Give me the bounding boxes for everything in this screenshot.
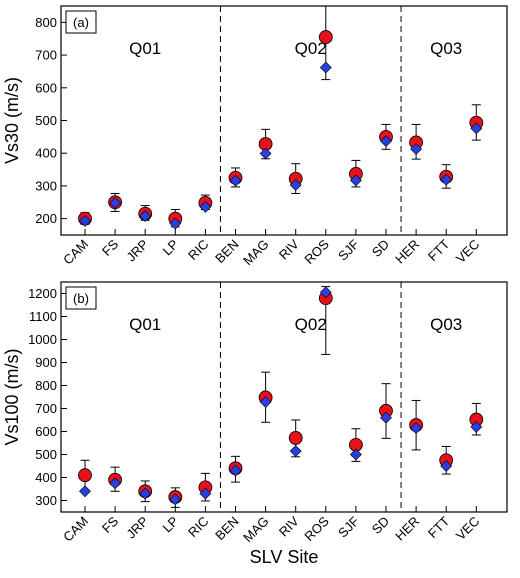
panel-tag: (a)	[73, 15, 89, 30]
data-layer	[78, 6, 484, 230]
y-tick-label: 500	[35, 113, 57, 128]
x-category-label-sjf: SJF	[335, 513, 362, 540]
diamond-point-mag	[259, 147, 272, 160]
diamond-point-cam	[79, 485, 91, 498]
diamond-point-sd	[380, 135, 392, 148]
x-category-label-cam: CAM	[60, 237, 91, 268]
y-tick-label: 800	[35, 378, 57, 393]
x-category-label-ftt: FTT	[425, 236, 452, 263]
diamond-point-jrp	[139, 210, 152, 222]
y-tick-label: 200	[35, 211, 57, 226]
y-tick-label: 1100	[29, 309, 57, 324]
y-tick-label: 300	[35, 178, 57, 193]
x-category-label-vec: VEC	[453, 514, 483, 544]
group-label-q02: Q02	[295, 315, 327, 334]
x-category-label-ric: RIC	[185, 514, 211, 540]
x-category-label-sd: SD	[369, 514, 392, 537]
diamond-point-cam	[79, 215, 91, 227]
diamond-point-fs	[109, 197, 122, 209]
y-axis-title: Vs30 (m/s)	[2, 77, 22, 164]
x-category-label-ben: BEN	[212, 237, 242, 267]
diamond-point-ftt	[440, 173, 453, 186]
group-label-q03: Q03	[430, 39, 462, 58]
circle-point-riv	[288, 431, 303, 445]
panel-tag: (b)	[73, 291, 89, 306]
group-label-q01: Q01	[129, 315, 161, 334]
group-label-q01: Q01	[129, 39, 161, 58]
y-tick-label: 700	[35, 401, 57, 416]
diamond-point-sd	[380, 411, 392, 424]
circle-point-ros	[318, 30, 333, 44]
x-category-label-lp: LP	[160, 237, 182, 259]
plot-frame	[60, 281, 508, 513]
x-category-label-her: HER	[392, 514, 422, 544]
x-category-label-ftt: FTT	[425, 513, 452, 540]
diamond-point-ftt	[440, 460, 453, 472]
diamond-point-her	[410, 143, 423, 155]
panel-tag-box	[65, 286, 97, 310]
diamond-point-ric	[199, 200, 212, 213]
diamond-point-sjf	[349, 174, 362, 187]
y-tick-label: 300	[35, 493, 57, 508]
x-category-label-jrp: JRP	[123, 514, 151, 542]
circle-point-cam	[78, 468, 92, 483]
diamond-point-riv	[289, 179, 302, 191]
x-category-label-fs: FS	[99, 513, 122, 536]
x-category-label-fs: FS	[99, 236, 122, 259]
panel-a: 200 300 400 500 600 700 800 CAM FS JRP LP RIC BENMAG…	[2, 5, 508, 269]
diamond-point-mag	[259, 396, 272, 408]
group-label-q03: Q03	[430, 315, 462, 334]
diamond-point-fs	[109, 477, 122, 490]
y-axis-title: Vs100 (m/s)	[2, 348, 22, 445]
x-category-label-sd: SD	[369, 237, 392, 260]
x-category-label-vec: VEC	[453, 237, 483, 267]
data-layer	[78, 286, 484, 508]
x-category-label-ric: RIC	[185, 237, 211, 263]
diamond-point-ben	[229, 464, 242, 477]
group-label-q02: Q02	[295, 39, 327, 58]
y-tick-label: 600	[35, 80, 57, 95]
y-tick-label: 1200	[28, 286, 57, 301]
x-category-label-riv: RIV	[276, 513, 302, 539]
x-category-label-mag: MAG	[240, 237, 272, 269]
diamond-point-her	[410, 422, 423, 434]
y-tick-label: 700	[35, 48, 57, 63]
x-category-label-ros: ROS	[301, 236, 332, 267]
y-tick-label: 600	[35, 424, 57, 439]
diamond-point-ben	[229, 174, 242, 187]
panel-tag-box	[65, 10, 97, 34]
y-tick-label: 900	[35, 355, 57, 370]
diamond-point-vec	[470, 122, 483, 135]
diamond-point-jrp	[139, 487, 152, 500]
x-category-label-sjf: SJF	[335, 236, 362, 263]
x-category-label-cam: CAM	[60, 514, 91, 545]
y-tick-label: 400	[35, 470, 57, 485]
panel-b: 300 400 500 600 700 800 900 1000 1100 1200 CAM FS JR…	[2, 281, 508, 567]
x-axis-title: SLV Site	[250, 547, 319, 567]
diamond-point-sjf	[349, 448, 362, 461]
y-tick-label: 500	[35, 447, 57, 462]
y-tick-label: 400	[35, 146, 57, 161]
diamond-point-riv	[289, 445, 302, 457]
y-tick-label: 1000	[28, 332, 57, 347]
x-category-label-ros: ROS	[301, 513, 332, 544]
x-category-label-riv: RIV	[276, 236, 302, 262]
diamond-point-lp	[169, 217, 182, 230]
diamond-point-ros	[319, 286, 332, 299]
diamond-point-ros	[319, 61, 332, 74]
x-category-label-ben: BEN	[212, 514, 242, 544]
x-category-label-her: HER	[392, 237, 422, 267]
x-category-label-mag: MAG	[240, 514, 272, 546]
y-tick-label: 800	[35, 15, 57, 30]
diamond-point-lp	[169, 493, 182, 506]
diamond-point-ric	[199, 487, 212, 500]
x-category-label-lp: LP	[160, 514, 182, 536]
diamond-point-vec	[470, 420, 483, 433]
x-category-label-jrp: JRP	[123, 237, 151, 265]
